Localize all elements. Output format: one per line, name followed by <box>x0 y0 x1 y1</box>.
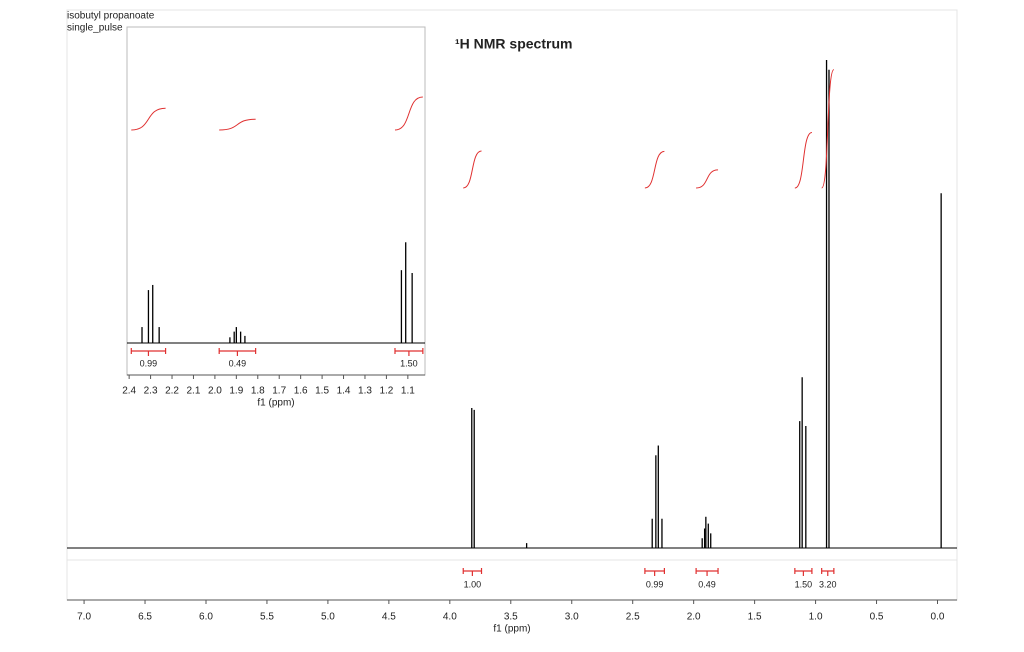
x-tick-label: 5.0 <box>321 612 335 623</box>
x-tick-label: 5.5 <box>260 612 274 623</box>
x-tick-label: 1.7 <box>272 386 286 397</box>
x-tick-label: 1.5 <box>315 386 329 397</box>
x-tick-label: 3.0 <box>565 612 579 623</box>
integral-curve <box>821 69 835 189</box>
integral-curve <box>131 107 166 131</box>
x-tick-label: 4.5 <box>382 612 396 623</box>
x-tick-label: 2.0 <box>208 386 222 397</box>
integral-bar <box>821 568 835 576</box>
x-tick-label: 2.1 <box>187 386 201 397</box>
integral-curve <box>794 132 813 189</box>
integral-label: 0.49 <box>698 579 716 589</box>
x-tick-label: 1.5 <box>748 612 762 623</box>
x-axis-label: f1 (ppm) <box>257 398 294 409</box>
x-tick-label: 1.1 <box>401 386 415 397</box>
pulse-sequence: single_pulse <box>67 23 123 34</box>
x-axis-label: f1 (ppm) <box>493 624 530 635</box>
x-tick-label: 6.0 <box>199 612 213 623</box>
x-tick-label: 6.5 <box>138 612 152 623</box>
x-tick-label: 1.9 <box>229 386 243 397</box>
x-tick-label: 1.4 <box>337 386 351 397</box>
integral-bar <box>462 568 483 576</box>
x-tick-label: 1.2 <box>379 386 393 397</box>
x-tick-label: 1.6 <box>294 386 308 397</box>
integral-label: 0.99 <box>140 358 158 368</box>
integral-bar <box>218 348 257 356</box>
x-tick-label: 4.0 <box>443 612 457 623</box>
x-tick-label: 2.4 <box>122 386 136 397</box>
x-tick-label: 2.0 <box>687 612 701 623</box>
integral-bar <box>394 348 424 356</box>
x-tick-label: 2.3 <box>144 386 158 397</box>
integral-label: 0.49 <box>229 358 247 368</box>
integral-label: 1.50 <box>400 358 418 368</box>
integral-bar <box>130 348 167 356</box>
x-tick-label: 1.8 <box>251 386 265 397</box>
x-tick-label: 1.0 <box>809 612 823 623</box>
compound-name: isobutyl propanoate <box>67 11 155 22</box>
integral-curve <box>644 150 665 189</box>
x-tick-label: 7.0 <box>77 612 91 623</box>
x-tick-label: 3.5 <box>504 612 518 623</box>
integral-label: 0.99 <box>646 579 664 589</box>
integral-bar <box>644 568 665 576</box>
x-tick-label: 2.5 <box>626 612 640 623</box>
integral-curve <box>219 118 256 131</box>
integral-bar <box>695 568 719 576</box>
integral-curve <box>463 150 482 189</box>
integral-bar <box>794 568 813 576</box>
x-tick-label: 1.3 <box>358 386 372 397</box>
x-tick-label: 0.0 <box>931 612 945 623</box>
integral-curve <box>394 96 423 131</box>
x-tick-label: 2.2 <box>165 386 179 397</box>
x-tick-label: 0.5 <box>870 612 884 623</box>
integral-label: 1.50 <box>795 579 813 589</box>
chart-title: ¹H NMR spectrum <box>455 36 572 52</box>
inset-frame <box>126 26 426 376</box>
integral-label: 1.00 <box>464 579 482 589</box>
integral-curve <box>696 169 719 189</box>
integral-label: 3.20 <box>819 579 837 589</box>
